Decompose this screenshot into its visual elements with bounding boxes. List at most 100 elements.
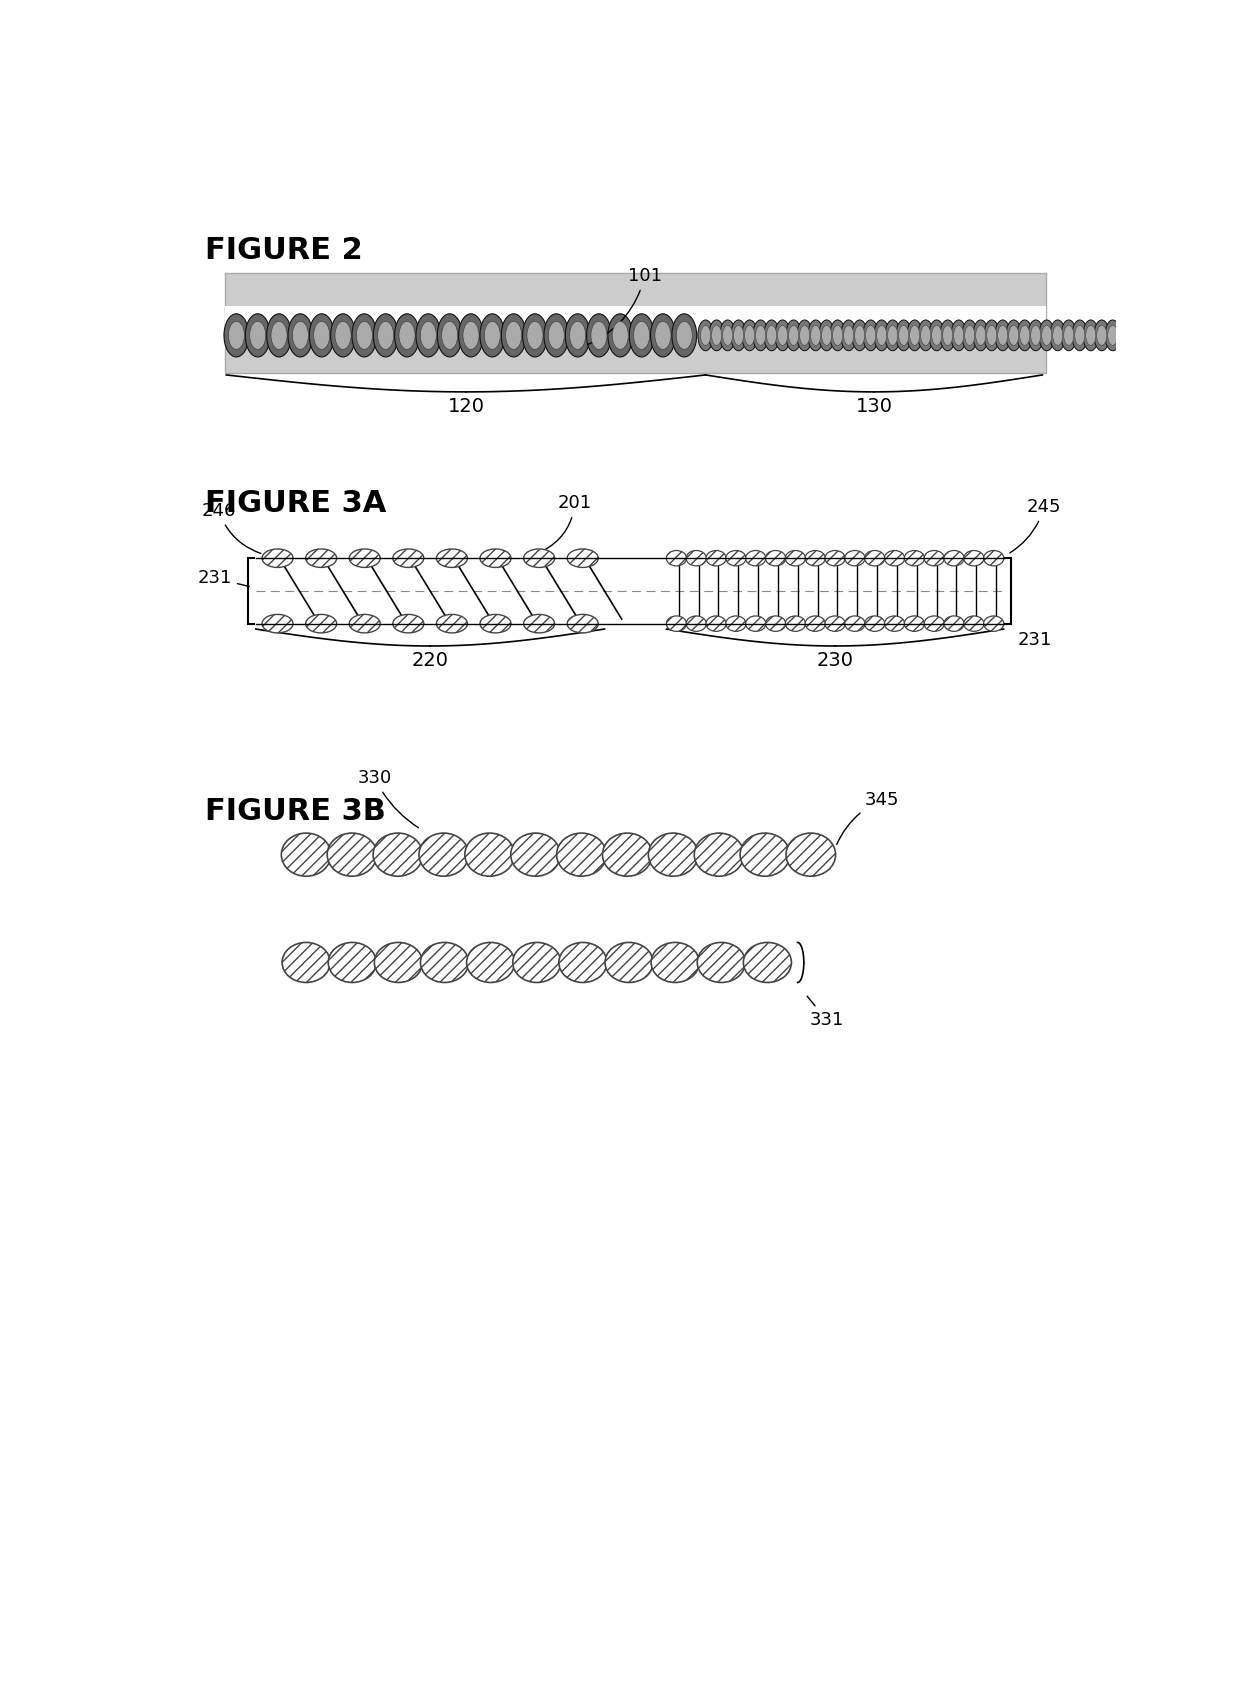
- Ellipse shape: [463, 321, 479, 350]
- Ellipse shape: [281, 833, 331, 876]
- Ellipse shape: [608, 314, 632, 357]
- Ellipse shape: [1083, 320, 1099, 350]
- Ellipse shape: [1019, 325, 1029, 345]
- Ellipse shape: [885, 320, 900, 350]
- Ellipse shape: [565, 314, 590, 357]
- Text: 245: 245: [1009, 498, 1061, 552]
- Ellipse shape: [775, 320, 790, 350]
- Ellipse shape: [544, 314, 569, 357]
- Ellipse shape: [785, 615, 806, 631]
- Ellipse shape: [785, 551, 806, 566]
- Ellipse shape: [963, 551, 985, 566]
- Ellipse shape: [309, 314, 334, 357]
- Ellipse shape: [965, 325, 975, 345]
- FancyBboxPatch shape: [224, 274, 1047, 374]
- Ellipse shape: [864, 615, 885, 631]
- Ellipse shape: [944, 615, 965, 631]
- Ellipse shape: [522, 314, 547, 357]
- Ellipse shape: [1107, 325, 1117, 345]
- Ellipse shape: [613, 321, 629, 350]
- Text: 101: 101: [588, 267, 662, 345]
- Ellipse shape: [822, 325, 832, 345]
- Ellipse shape: [1017, 320, 1033, 350]
- Ellipse shape: [378, 321, 394, 350]
- Ellipse shape: [288, 314, 312, 357]
- Ellipse shape: [706, 551, 727, 566]
- Ellipse shape: [800, 325, 810, 345]
- Ellipse shape: [884, 551, 905, 566]
- Ellipse shape: [753, 320, 769, 350]
- Ellipse shape: [962, 320, 977, 350]
- Ellipse shape: [918, 320, 934, 350]
- Ellipse shape: [352, 314, 377, 357]
- Ellipse shape: [944, 551, 965, 566]
- Ellipse shape: [228, 321, 244, 350]
- Ellipse shape: [548, 321, 564, 350]
- Ellipse shape: [854, 325, 864, 345]
- Ellipse shape: [888, 325, 898, 345]
- Ellipse shape: [567, 549, 598, 568]
- Ellipse shape: [755, 325, 765, 345]
- Ellipse shape: [808, 320, 823, 350]
- Ellipse shape: [1096, 325, 1107, 345]
- Ellipse shape: [1006, 320, 1022, 350]
- Ellipse shape: [987, 325, 997, 345]
- Ellipse shape: [811, 325, 821, 345]
- Ellipse shape: [587, 314, 611, 357]
- Ellipse shape: [841, 320, 857, 350]
- Ellipse shape: [931, 325, 941, 345]
- Text: 201: 201: [537, 495, 593, 552]
- Ellipse shape: [420, 321, 436, 350]
- Ellipse shape: [983, 615, 1004, 631]
- Ellipse shape: [884, 615, 905, 631]
- Text: FIGURE 3B: FIGURE 3B: [206, 797, 386, 826]
- Ellipse shape: [511, 833, 560, 876]
- Ellipse shape: [844, 551, 866, 566]
- Ellipse shape: [629, 314, 653, 357]
- Text: 246: 246: [201, 502, 260, 554]
- Ellipse shape: [523, 549, 554, 568]
- Ellipse shape: [249, 321, 265, 350]
- Text: 120: 120: [448, 396, 485, 415]
- Ellipse shape: [1030, 325, 1040, 345]
- Ellipse shape: [786, 833, 836, 876]
- Ellipse shape: [924, 551, 945, 566]
- Text: 330: 330: [358, 768, 418, 828]
- Ellipse shape: [998, 325, 1008, 345]
- Ellipse shape: [720, 320, 735, 350]
- Ellipse shape: [744, 942, 791, 983]
- Ellipse shape: [672, 314, 697, 357]
- Ellipse shape: [1075, 325, 1085, 345]
- Ellipse shape: [1042, 325, 1052, 345]
- Ellipse shape: [897, 320, 911, 350]
- Ellipse shape: [818, 320, 835, 350]
- Text: 331: 331: [807, 996, 843, 1028]
- Ellipse shape: [567, 614, 598, 632]
- Ellipse shape: [373, 833, 423, 876]
- Ellipse shape: [331, 314, 356, 357]
- Ellipse shape: [1073, 320, 1087, 350]
- Text: 230: 230: [817, 651, 853, 670]
- Ellipse shape: [942, 325, 952, 345]
- Ellipse shape: [513, 942, 560, 983]
- Ellipse shape: [262, 549, 293, 568]
- Ellipse shape: [591, 321, 608, 350]
- Ellipse shape: [904, 551, 925, 566]
- Ellipse shape: [314, 321, 330, 350]
- Ellipse shape: [1053, 325, 1063, 345]
- Ellipse shape: [666, 615, 687, 631]
- Ellipse shape: [805, 551, 826, 566]
- Ellipse shape: [910, 325, 920, 345]
- Ellipse shape: [985, 320, 999, 350]
- Ellipse shape: [373, 314, 398, 357]
- Ellipse shape: [744, 325, 755, 345]
- Ellipse shape: [765, 615, 786, 631]
- Ellipse shape: [725, 551, 746, 566]
- Ellipse shape: [1039, 320, 1054, 350]
- Ellipse shape: [374, 942, 423, 983]
- Ellipse shape: [305, 549, 336, 568]
- Ellipse shape: [441, 321, 458, 350]
- Ellipse shape: [789, 325, 799, 345]
- Ellipse shape: [686, 551, 707, 566]
- Ellipse shape: [393, 614, 424, 632]
